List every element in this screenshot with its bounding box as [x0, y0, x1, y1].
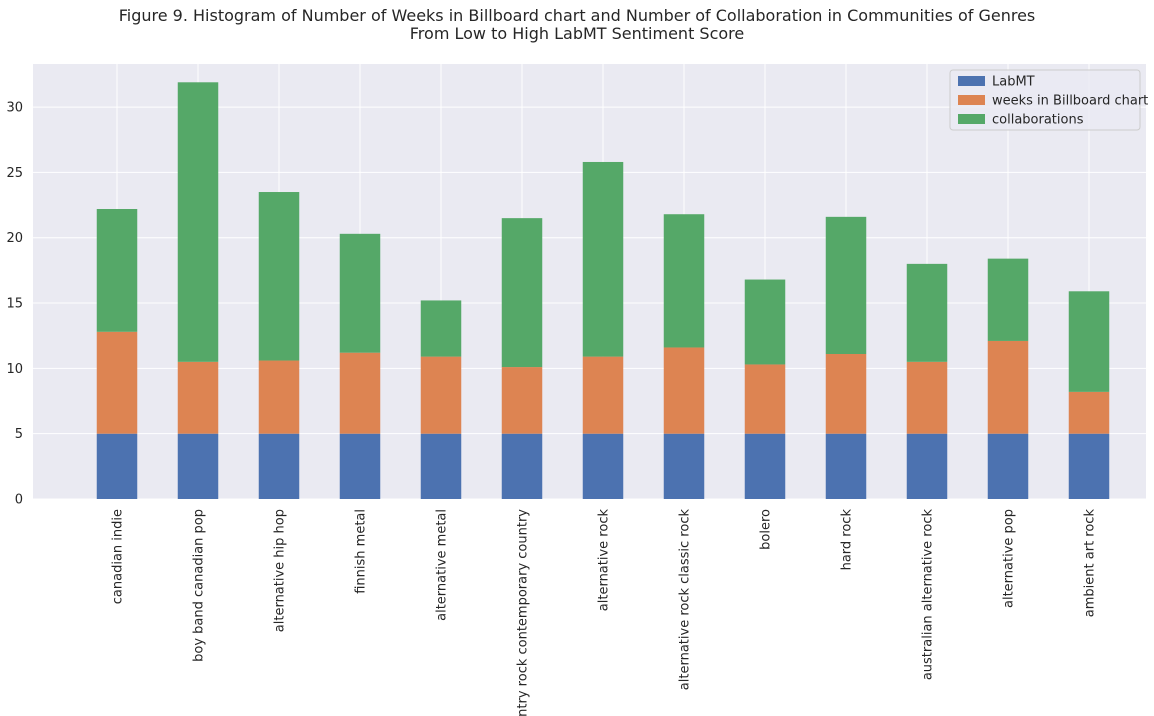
legend: LabMT weeks in Billboard chart collaborati… [949, 69, 1148, 131]
legend-swatch [958, 114, 985, 124]
bar-segment [420, 300, 462, 357]
y-tick-label: 30 [6, 101, 23, 116]
legend-box [949, 69, 1141, 131]
bar-segment [339, 352, 381, 434]
bar-segment [339, 233, 381, 353]
legend-label: collaborations [992, 113, 1084, 128]
x-tick-label: alternative pop [1002, 509, 1017, 608]
bar-segment [177, 82, 219, 362]
bar-segment [96, 331, 138, 434]
y-tick-label: 0 [15, 493, 23, 508]
bars [96, 82, 1110, 499]
bar-segment [96, 433, 138, 499]
y-tick-label: 20 [6, 231, 23, 246]
bar-segment [906, 361, 948, 434]
chart-subtitle: From Low to High LabMT Sentiment Score [409, 24, 745, 43]
legend-label: weeks in Billboard chart [992, 94, 1148, 109]
x-tick-label: alternative metal [435, 509, 450, 621]
x-tick-label: hard rock [840, 509, 855, 571]
legend-items: LabMT weeks in Billboard chart collaborati… [958, 75, 1148, 128]
bar-segment [501, 367, 543, 434]
bar-segment [582, 161, 624, 357]
bar-segment [177, 361, 219, 434]
y-tick-label: 25 [6, 166, 23, 181]
x-tick-label: canadian indie [111, 509, 126, 604]
bar-segment [258, 192, 300, 361]
x-tick-label: bolero [759, 509, 774, 550]
x-tick-label: alternative rock classic rock [678, 509, 693, 691]
x-tick-label: finnish metal [354, 509, 369, 594]
bar-segment [420, 433, 462, 499]
bar-segment [744, 364, 786, 434]
bar-segment [987, 258, 1029, 341]
bar-segment [744, 279, 786, 365]
y-tick-label: 5 [15, 427, 23, 442]
x-tick-label: ambient art rock [1083, 509, 1098, 618]
chart-title: Figure 9. Histogram of Number of Weeks i… [118, 6, 1036, 25]
bar-segment [258, 360, 300, 434]
bar-segment [987, 340, 1029, 434]
x-tick-label: country rock contemporary country [516, 509, 531, 716]
bar-segment [420, 356, 462, 434]
bar-segment [663, 433, 705, 499]
y-tick-label: 15 [6, 297, 23, 312]
bar-segment [501, 218, 543, 368]
bar-segment [663, 347, 705, 434]
legend-swatch [958, 95, 985, 105]
x-tick-label: alternative hip hop [273, 509, 288, 632]
x-tick-label: australian alternative rock [921, 509, 936, 681]
bar-segment [96, 209, 138, 332]
bar-segment [582, 433, 624, 499]
y-axis-ticks: 0 5 10 15 20 25 30 [6, 101, 23, 508]
bar-segment [744, 433, 786, 499]
bar-segment [339, 433, 381, 499]
x-tick-label: boy band canadian pop [192, 509, 207, 662]
bar-segment [501, 433, 543, 499]
bar-segment [258, 433, 300, 499]
x-axis-ticks: canadian indie boy band canadian pop alter… [111, 509, 1098, 716]
bar-segment [1068, 433, 1110, 499]
bar-segment [825, 433, 867, 499]
bar-segment [906, 433, 948, 499]
x-tick-label: alternative rock [597, 509, 612, 612]
legend-label: LabMT [992, 75, 1035, 90]
y-tick-label: 10 [6, 362, 23, 377]
bar-segment [1068, 391, 1110, 434]
bar-segment [1068, 291, 1110, 392]
bar-segment [582, 356, 624, 434]
legend-swatch [958, 76, 985, 86]
bar-segment [987, 433, 1029, 499]
bar-segment [825, 216, 867, 354]
bar-segment [177, 433, 219, 499]
bar-segment [663, 214, 705, 348]
bar-segment [825, 354, 867, 434]
bar-segment [906, 263, 948, 362]
